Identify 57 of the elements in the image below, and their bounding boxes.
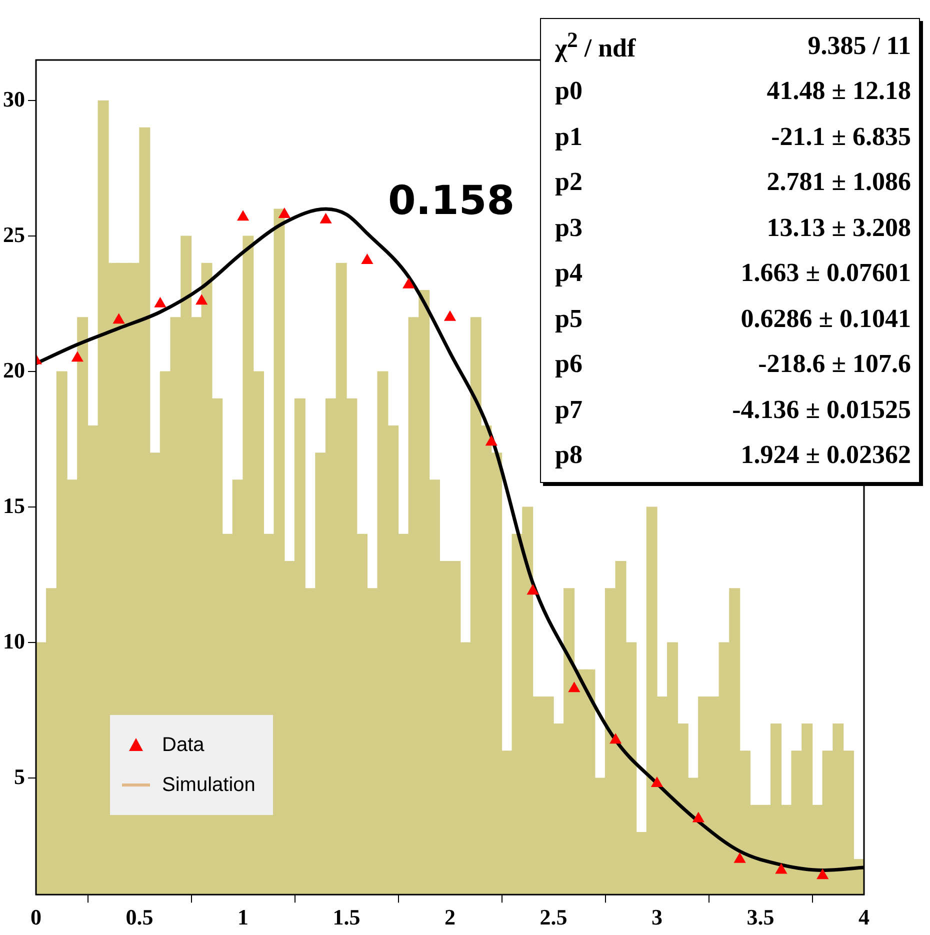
point <box>527 584 538 595</box>
point <box>734 852 746 863</box>
x-tick-label: 4 <box>858 904 870 930</box>
annotation: 0.158 <box>388 178 515 224</box>
point <box>444 310 456 321</box>
x-tick-label: 1 <box>238 904 248 930</box>
y-tick-label: 5 <box>14 764 25 789</box>
point <box>651 777 663 787</box>
y-tick-label: 30 <box>3 86 25 112</box>
text: 9.385 / 11 <box>808 30 911 61</box>
y-tick-label: 15 <box>3 492 25 518</box>
annotation: p0 <box>555 76 582 106</box>
point <box>362 254 373 264</box>
point <box>113 314 124 324</box>
point <box>776 864 787 874</box>
annotation: p8 <box>555 440 582 470</box>
annotation: 2.781 ± 1.086 <box>766 167 911 198</box>
point <box>237 210 249 221</box>
y-tick-label: 10 <box>3 628 25 654</box>
annotation: p7 <box>555 394 582 425</box>
point <box>816 869 828 880</box>
legend-label: Data <box>162 734 204 756</box>
x-tick-label: 3.5 <box>746 904 774 930</box>
point <box>486 436 498 446</box>
point <box>610 734 622 744</box>
point <box>320 213 332 224</box>
annotation: -21.1 ± 6.835 <box>771 122 911 152</box>
point <box>154 297 166 308</box>
annotation: 1.924 ± 0.02362 <box>740 440 911 470</box>
annotation: p6 <box>555 349 582 380</box>
point <box>196 294 208 305</box>
annotation: p1 <box>555 122 582 152</box>
annotation: p4 <box>555 258 582 288</box>
x-tick-label: 3 <box>652 904 662 930</box>
y-tick-label: 20 <box>3 357 25 382</box>
point <box>692 812 704 822</box>
annotation: 0.6286 ± 0.1041 <box>740 304 911 334</box>
point <box>278 208 290 218</box>
x-tick-label: 1.5 <box>332 904 360 930</box>
x-tick-label: 2 <box>444 904 456 930</box>
annotation: p2 <box>555 167 582 198</box>
annotation: 1.663 ± 0.07601 <box>740 258 911 288</box>
x-tick-label: 0.5 <box>126 904 154 930</box>
x-tick-label: 0 <box>30 904 42 930</box>
annotation: χ$^{2}$ / ndf <box>555 28 636 64</box>
point <box>568 682 580 692</box>
y-tick-label: 25 <box>3 222 25 247</box>
point <box>402 278 414 288</box>
annotation: 13.13 ± 3.208 <box>766 212 911 243</box>
point <box>72 352 84 362</box>
series-label: Simulation <box>162 774 256 796</box>
x-tick-label: 2.5 <box>540 904 568 930</box>
annotation: p5 <box>555 304 582 334</box>
annotation: 41.48 ± 12.18 <box>766 76 911 106</box>
annotation: -4.136 ± 0.01525 <box>732 394 911 425</box>
annotation: p3 <box>555 212 582 243</box>
annotation: -218.6 ± 107.6 <box>758 349 911 380</box>
